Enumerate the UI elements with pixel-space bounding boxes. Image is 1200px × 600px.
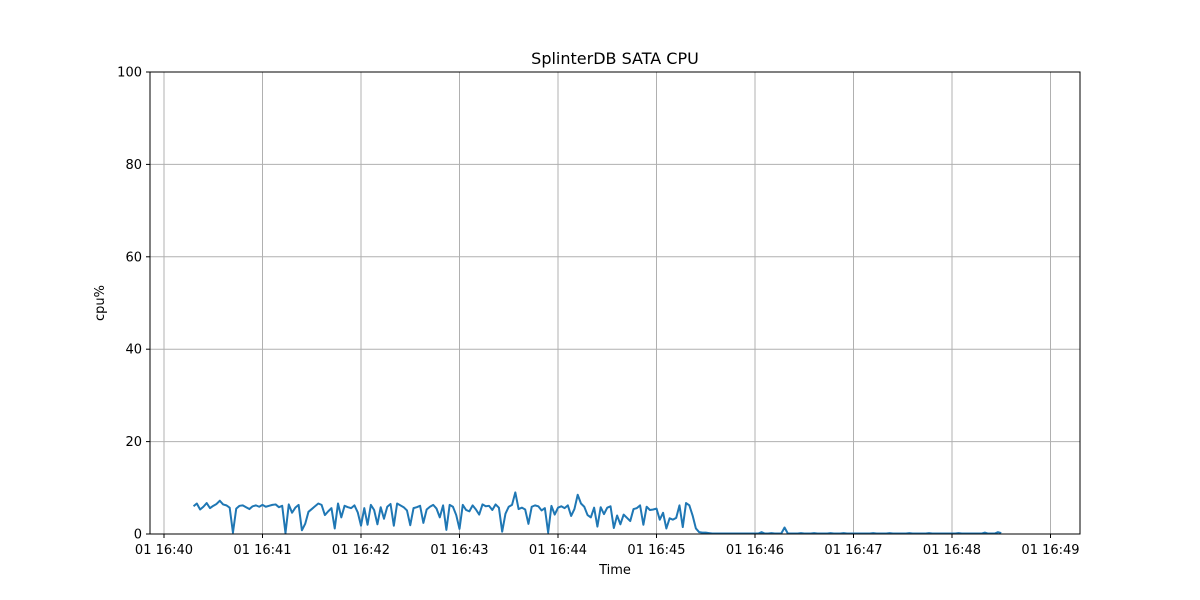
y-tick-label: 0 [134, 528, 142, 543]
y-axis: 0 20 40 60 80 100 [117, 66, 150, 543]
y-tick-label: 80 [125, 158, 142, 173]
x-tick-label: 01 16:43 [430, 543, 488, 558]
y-tick-label: 60 [125, 250, 142, 265]
x-tick-label: 01 16:48 [923, 543, 981, 558]
x-tick-label: 01 16:42 [332, 543, 390, 558]
y-axis-label: cpu% [93, 285, 108, 321]
x-axis: 01 16:40 01 16:41 01 16:42 01 16:43 01 16:44… [135, 534, 1080, 558]
x-tick-label: 01 16:40 [135, 543, 193, 558]
x-tick-label: 01 16:41 [233, 543, 291, 558]
x-axis-label: Time [598, 563, 631, 578]
x-tick-label: 01 16:46 [726, 543, 784, 558]
chart-title: SplinterDB SATA CPU [531, 49, 699, 68]
y-tick-label: 100 [117, 66, 142, 81]
y-tick-label: 20 [125, 435, 142, 450]
plot-frame [149, 71, 1081, 535]
x-tick-label: 01 16:49 [1021, 543, 1079, 558]
x-tick-label: 01 16:45 [627, 543, 685, 558]
x-tick-label: 01 16:44 [529, 543, 587, 558]
x-tick-label: 01 16:47 [824, 543, 882, 558]
y-tick-label: 40 [125, 343, 142, 358]
plot-area [150, 72, 1080, 534]
